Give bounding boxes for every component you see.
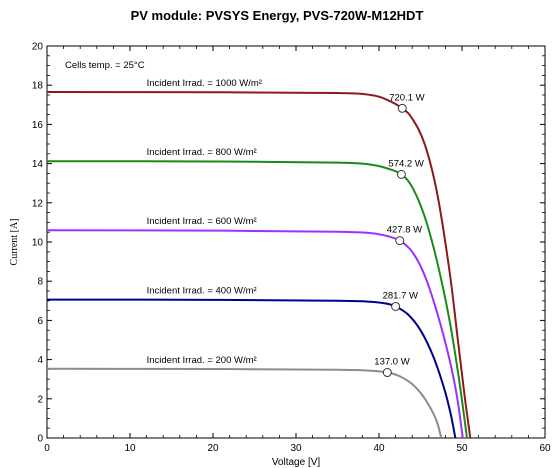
y-tick-label: 20	[32, 42, 44, 53]
y-tick-label: 6	[37, 316, 43, 327]
series-label: Incident Irrad. = 200 W/m²	[147, 355, 257, 366]
mpp-marker	[397, 103, 407, 113]
y-tick-label: 4	[37, 355, 43, 366]
series-label: Incident Irrad. = 600 W/m²	[147, 216, 257, 227]
plot-frame	[46, 45, 546, 439]
iv-curve-2	[46, 229, 464, 439]
y-axis-label: Current [A]	[9, 219, 20, 266]
y-tick-label: 16	[32, 120, 44, 131]
x-tick-label: 20	[207, 443, 219, 454]
mpp-power-label: 574.2 W	[388, 158, 423, 169]
iv-curve-4	[46, 367, 443, 439]
iv-curve-0	[46, 91, 472, 439]
mpp-power-label: 281.7 W	[383, 290, 418, 301]
y-tick-label: 8	[37, 277, 43, 288]
mpp-marker	[395, 236, 405, 246]
mpp-marker	[382, 368, 392, 378]
mpp-marker	[391, 301, 401, 311]
y-tick-label: 10	[32, 238, 44, 249]
chart-title: PV module: PVSYS Energy, PVS-720W-M12HDT	[130, 8, 424, 23]
y-tick-label: 2	[37, 394, 43, 405]
axis-ticks: 0 10 20 30 40 50 60 0 2 4 6 8 10 12 14 16 18 20	[32, 42, 551, 455]
x-tick-label: 30	[290, 443, 302, 454]
series-label: Incident Irrad. = 800 W/m²	[147, 147, 257, 158]
mpp-marker	[396, 169, 406, 179]
y-tick-label: 0	[37, 434, 43, 445]
x-tick-label: 60	[539, 443, 551, 454]
curve-labels: 720.1 W Incident Irrad. = 1000 W/m² 574.2 …	[147, 78, 425, 367]
y-tick-label: 18	[32, 81, 44, 92]
x-tick-label: 50	[456, 443, 468, 454]
cell-temp-annotation: Cells temp. = 25°C	[65, 60, 145, 71]
x-tick-label: 0	[44, 443, 50, 454]
y-tick-label: 12	[32, 198, 44, 209]
iv-curve-1	[46, 160, 468, 439]
mpp-power-label: 427.8 W	[387, 225, 422, 236]
curves	[46, 91, 472, 439]
y-tick-label: 14	[32, 159, 44, 170]
series-label: Incident Irrad. = 1000 W/m²	[147, 78, 262, 89]
x-tick-label: 40	[373, 443, 385, 454]
x-tick-label: 10	[124, 443, 136, 454]
mpp-power-label: 720.1 W	[389, 92, 424, 103]
x-axis-label: Voltage [V]	[272, 457, 321, 468]
series-label: Incident Irrad. = 400 W/m²	[147, 286, 257, 297]
mpp-power-label: 137.0 W	[374, 357, 409, 368]
